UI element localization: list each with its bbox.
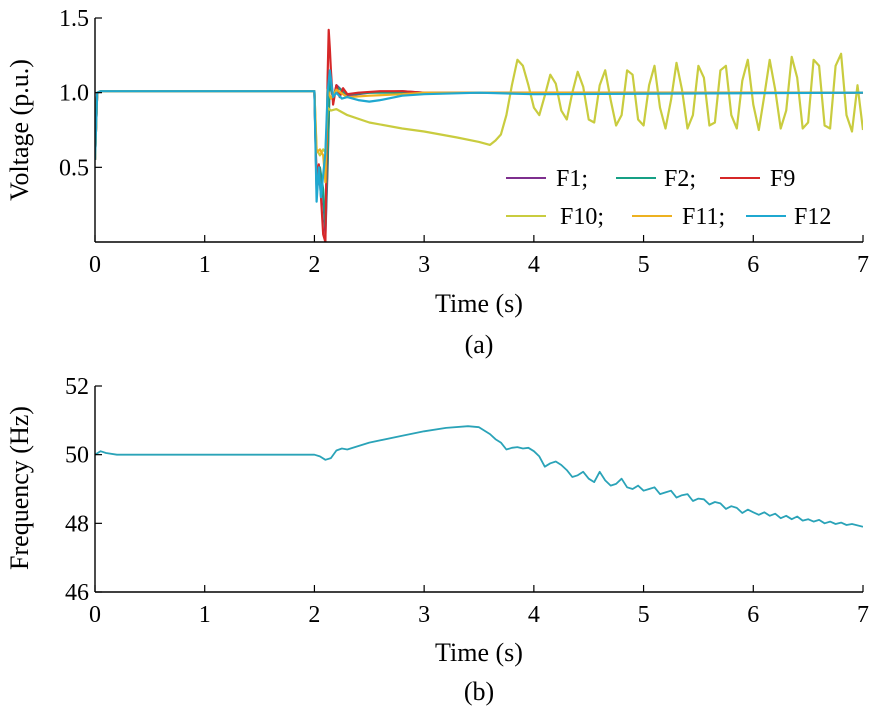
voltage-y-ticks: 0.5 1.0 1.5: [59, 6, 102, 181]
voltage-series-group: [95, 28, 863, 242]
legend-label-f9: F9: [770, 166, 795, 192]
x-tick-label: 7: [857, 602, 869, 628]
x-tick-label: 3: [418, 602, 430, 628]
x-tick-label: 4: [528, 252, 540, 278]
x-tick-label: 1: [199, 602, 211, 628]
legend-entry-f12: F12: [746, 204, 831, 230]
voltage-x-axis-title: Time (s): [435, 289, 523, 318]
voltage-chart: 0 1 2 3 4 5 6 7 0.5 1.0 1.5 Voltage (p.u.) Time (…: [5, 6, 869, 359]
x-tick-label: 5: [638, 252, 650, 278]
legend-entry-f1: F1;: [506, 166, 588, 192]
x-tick-label: 6: [747, 252, 759, 278]
legend-label-f11: F11;: [682, 204, 725, 230]
y-tick-label: 46: [65, 580, 89, 606]
frequency-chart: 0 1 2 3 4 5 6 7 46 48 50 52 Frequency (Hz) Time (s…: [5, 374, 869, 706]
series-line-f11: [95, 88, 863, 184]
voltage-axes: [94, 18, 863, 243]
legend-label-f2: F2;: [664, 166, 696, 192]
legend-entry-f9: F9: [720, 166, 795, 192]
series-line-frequency: [95, 425, 863, 528]
series-line-f12: [95, 69, 863, 203]
legend-entry-f10: F10;: [506, 204, 604, 230]
x-tick-label: 3: [418, 252, 430, 278]
y-tick-label: 0.5: [59, 155, 89, 181]
x-tick-label: 0: [89, 602, 101, 628]
frequency-caption: (b): [464, 677, 494, 706]
frequency-y-axis-title: Frequency (Hz): [5, 406, 34, 570]
x-tick-label: 1: [199, 252, 211, 278]
x-tick-label: 7: [857, 252, 869, 278]
legend-entry-f2: F2;: [616, 166, 696, 192]
frequency-y-ticks: 46 48 50 52: [65, 374, 102, 606]
frequency-axes: [94, 386, 863, 593]
y-tick-label: 48: [65, 511, 89, 537]
y-tick-label: 1.0: [59, 81, 89, 107]
x-tick-label: 0: [89, 252, 101, 278]
legend-label-f12: F12: [794, 204, 831, 230]
x-tick-label: 4: [528, 602, 540, 628]
frequency-x-axis-title: Time (s): [435, 638, 523, 667]
y-tick-label: 1.5: [59, 6, 89, 32]
voltage-caption: (a): [465, 330, 494, 359]
series-line-f1: [95, 73, 863, 236]
legend-label-f1: F1;: [556, 166, 588, 192]
voltage-y-axis-title: Voltage (p.u.): [5, 59, 34, 201]
y-tick-label: 52: [65, 374, 89, 400]
legend-entry-f11: F11;: [632, 204, 725, 230]
series-line-f10: [95, 52, 863, 160]
y-tick-label: 50: [65, 443, 89, 469]
x-tick-label: 6: [747, 602, 759, 628]
x-tick-label: 5: [638, 602, 650, 628]
x-tick-label: 2: [308, 602, 320, 628]
voltage-legend: F1; F2; F9 F10; F11; F12: [506, 166, 831, 230]
voltage-x-ticks: 0 1 2 3 4 5 6 7: [89, 235, 869, 278]
x-tick-label: 2: [308, 252, 320, 278]
frequency-series-group: [95, 425, 863, 528]
frequency-x-ticks: 0 1 2 3 4 5 6 7: [89, 585, 869, 628]
legend-label-f10: F10;: [560, 204, 604, 230]
series-line-f2: [95, 76, 863, 229]
